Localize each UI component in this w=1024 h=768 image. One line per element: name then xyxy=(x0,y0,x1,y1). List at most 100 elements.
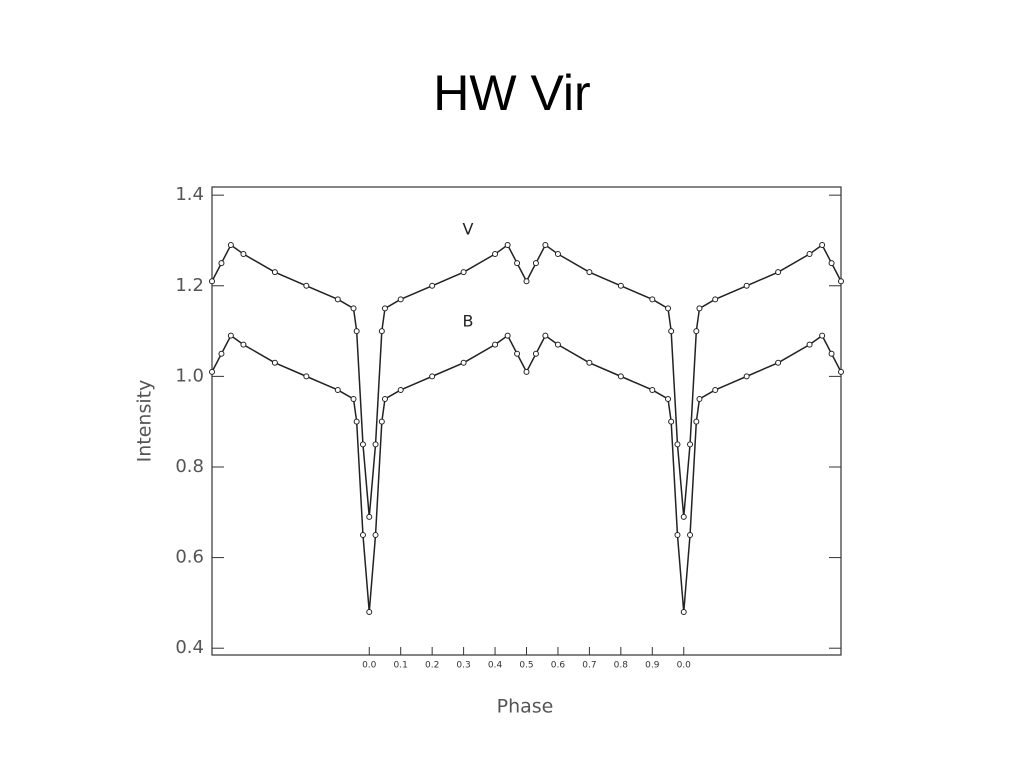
data-point xyxy=(303,373,310,380)
y-tick-label: 1.0 xyxy=(175,365,204,386)
data-point xyxy=(680,608,687,615)
annotation: B xyxy=(463,312,474,331)
y-tick-label: 0.6 xyxy=(175,547,204,568)
data-point xyxy=(492,251,499,258)
data-point xyxy=(359,531,366,538)
data-point xyxy=(218,260,225,267)
data-point xyxy=(687,531,694,538)
data-point xyxy=(819,241,826,248)
data-point xyxy=(523,368,530,375)
data-point xyxy=(838,278,844,285)
data-point xyxy=(397,386,404,393)
data-point xyxy=(668,418,675,425)
data-point xyxy=(523,278,530,285)
x-tick-label: 0.8 xyxy=(614,661,629,671)
data-point xyxy=(687,441,694,448)
data-point xyxy=(542,241,549,248)
data-point xyxy=(806,251,813,258)
data-point xyxy=(775,359,782,366)
data-point xyxy=(586,359,593,366)
data-point xyxy=(381,305,388,312)
annotation: V xyxy=(463,220,474,239)
data-point xyxy=(712,386,719,393)
data-point xyxy=(743,373,750,380)
data-point xyxy=(514,260,521,267)
data-point xyxy=(350,305,357,312)
x-tick-label: 0.9 xyxy=(645,661,660,671)
data-point xyxy=(775,269,782,276)
data-point xyxy=(838,368,844,375)
data-point xyxy=(696,305,703,312)
data-point xyxy=(617,373,624,380)
data-point xyxy=(554,341,561,348)
data-point xyxy=(674,531,681,538)
data-point xyxy=(542,332,549,339)
x-tick-label: 0.4 xyxy=(488,661,503,671)
data-point xyxy=(381,396,388,403)
data-point xyxy=(806,341,813,348)
data-point xyxy=(240,251,247,258)
x-tick-label: 0.2 xyxy=(425,661,439,671)
y-tick-label: 1.2 xyxy=(175,275,204,296)
data-point xyxy=(334,386,341,393)
data-point xyxy=(554,251,561,258)
data-point xyxy=(378,418,385,425)
data-point xyxy=(240,341,247,348)
data-point xyxy=(227,332,234,339)
data-point xyxy=(353,418,360,425)
data-point xyxy=(218,350,225,357)
data-point xyxy=(743,282,750,289)
x-tick-label: 0.3 xyxy=(456,661,470,671)
data-point xyxy=(680,513,687,520)
x-tick-label: 0.0 xyxy=(362,661,377,671)
data-point xyxy=(649,386,656,393)
data-point xyxy=(819,332,826,339)
data-point xyxy=(334,296,341,303)
data-point xyxy=(429,282,436,289)
data-point xyxy=(514,350,521,357)
data-point xyxy=(712,296,719,303)
data-point xyxy=(665,305,672,312)
data-point xyxy=(303,282,310,289)
data-point xyxy=(209,368,215,375)
data-point xyxy=(353,328,360,335)
data-point xyxy=(696,396,703,403)
data-point xyxy=(271,269,278,276)
data-point xyxy=(668,328,675,335)
data-point xyxy=(665,396,672,403)
data-point xyxy=(429,373,436,380)
data-point xyxy=(366,513,373,520)
plot-frame xyxy=(211,186,842,656)
data-point xyxy=(617,282,624,289)
data-point xyxy=(504,332,511,339)
data-point xyxy=(828,350,835,357)
y-axis-label: Intensity xyxy=(134,380,156,463)
data-point xyxy=(372,441,379,448)
data-point xyxy=(693,418,700,425)
data-point xyxy=(209,278,215,285)
data-point xyxy=(359,441,366,448)
data-point xyxy=(372,531,379,538)
y-tick-label: 0.4 xyxy=(175,637,204,658)
data-point xyxy=(649,296,656,303)
data-point xyxy=(492,341,499,348)
data-point xyxy=(227,241,234,248)
y-tick-label: 0.8 xyxy=(175,456,204,477)
x-axis-label: Phase xyxy=(497,696,554,718)
x-tick-label: 0.1 xyxy=(394,661,408,671)
data-point xyxy=(271,359,278,366)
x-tick-label: 0.5 xyxy=(519,661,533,671)
x-tick-label: 0.7 xyxy=(582,661,596,671)
data-point xyxy=(586,269,593,276)
slide-title: HW Vir xyxy=(433,65,590,121)
data-point xyxy=(460,359,467,366)
data-point xyxy=(532,260,539,267)
data-point xyxy=(504,241,511,248)
data-point xyxy=(532,350,539,357)
data-point xyxy=(397,296,404,303)
data-point xyxy=(366,608,373,615)
data-point xyxy=(460,269,467,276)
data-point xyxy=(378,328,385,335)
x-tick-label: 0.0 xyxy=(677,661,692,671)
